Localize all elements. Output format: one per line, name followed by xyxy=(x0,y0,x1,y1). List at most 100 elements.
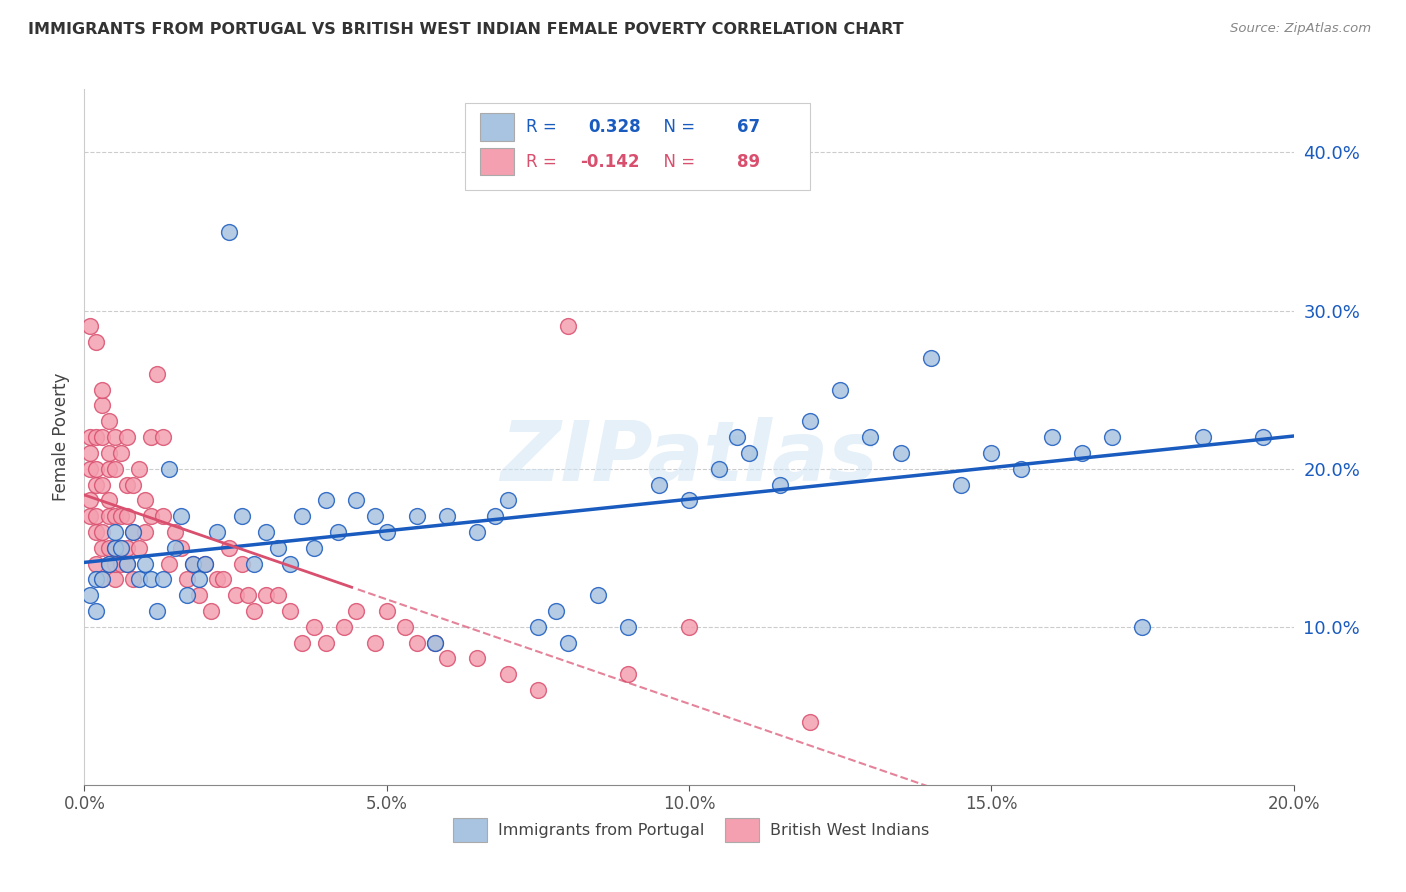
Point xyxy=(165,524,187,539)
Point xyxy=(86,430,108,444)
Point xyxy=(267,541,290,555)
Point xyxy=(188,588,211,602)
Point xyxy=(363,635,385,649)
Text: R =: R = xyxy=(526,153,562,170)
Point xyxy=(104,541,127,555)
Text: 89: 89 xyxy=(737,153,761,170)
Point xyxy=(134,557,156,571)
Point xyxy=(110,509,132,524)
Bar xyxy=(725,818,759,842)
Point xyxy=(97,461,120,475)
Point xyxy=(302,620,325,634)
Point xyxy=(678,620,700,634)
Point xyxy=(527,683,550,698)
Point xyxy=(291,509,314,524)
Point xyxy=(110,557,132,571)
Point xyxy=(467,524,489,539)
Point xyxy=(91,383,114,397)
Point xyxy=(648,477,671,491)
Point xyxy=(207,524,229,539)
Point xyxy=(1101,430,1123,444)
Point xyxy=(165,541,187,555)
Point xyxy=(86,335,108,350)
Point xyxy=(91,573,114,587)
Text: N =: N = xyxy=(652,118,700,136)
Point xyxy=(328,524,350,539)
Point xyxy=(91,524,114,539)
Point xyxy=(91,541,114,555)
Point xyxy=(97,557,120,571)
Point xyxy=(254,524,277,539)
Point xyxy=(267,588,290,602)
Point xyxy=(527,620,550,634)
Point xyxy=(278,557,301,571)
Point xyxy=(97,557,120,571)
Point xyxy=(278,604,301,618)
Point xyxy=(115,430,138,444)
Point xyxy=(115,557,138,571)
Point xyxy=(1011,461,1033,475)
Point xyxy=(188,573,211,587)
Point xyxy=(86,477,108,491)
Point xyxy=(1040,430,1063,444)
Point xyxy=(181,557,204,571)
FancyBboxPatch shape xyxy=(465,103,810,190)
Point xyxy=(104,430,127,444)
Point xyxy=(121,524,143,539)
Point xyxy=(1071,446,1094,460)
Point xyxy=(152,430,174,444)
Point xyxy=(128,573,150,587)
Text: 67: 67 xyxy=(737,118,761,136)
Point xyxy=(97,414,120,428)
Point xyxy=(139,573,162,587)
Point xyxy=(139,430,162,444)
Point xyxy=(115,477,138,491)
Point xyxy=(496,667,519,681)
Point xyxy=(91,399,114,413)
Point xyxy=(86,557,108,571)
Point xyxy=(86,509,108,524)
Bar xyxy=(453,818,486,842)
Point xyxy=(830,383,852,397)
Point xyxy=(769,477,792,491)
Text: Immigrants from Portugal: Immigrants from Portugal xyxy=(498,822,704,838)
Point xyxy=(231,509,253,524)
Bar xyxy=(479,148,513,176)
Point xyxy=(157,557,180,571)
Point xyxy=(725,430,748,444)
Point xyxy=(406,635,429,649)
Point xyxy=(799,714,821,729)
Point xyxy=(79,319,101,334)
Point xyxy=(225,588,247,602)
Point xyxy=(115,509,138,524)
Point xyxy=(115,557,138,571)
Point xyxy=(104,524,127,539)
Point xyxy=(333,620,356,634)
Point xyxy=(79,446,101,460)
Point xyxy=(617,620,640,634)
Point xyxy=(709,461,731,475)
Text: IMMIGRANTS FROM PORTUGAL VS BRITISH WEST INDIAN FEMALE POVERTY CORRELATION CHART: IMMIGRANTS FROM PORTUGAL VS BRITISH WEST… xyxy=(28,22,904,37)
Point xyxy=(176,573,198,587)
Point xyxy=(544,604,567,618)
Point xyxy=(79,430,101,444)
Point xyxy=(110,541,132,555)
Point xyxy=(115,541,138,555)
Text: N =: N = xyxy=(652,153,700,170)
Point xyxy=(79,509,101,524)
Point xyxy=(236,588,259,602)
Point xyxy=(121,524,143,539)
Point xyxy=(91,573,114,587)
Point xyxy=(194,557,217,571)
Point xyxy=(738,446,761,460)
Point xyxy=(134,524,156,539)
Point xyxy=(363,509,385,524)
Point xyxy=(588,588,610,602)
Point xyxy=(146,604,169,618)
Point xyxy=(218,225,240,239)
Point xyxy=(104,573,127,587)
Point xyxy=(104,461,127,475)
Point xyxy=(176,588,198,602)
Point xyxy=(315,635,337,649)
Point xyxy=(194,557,217,571)
